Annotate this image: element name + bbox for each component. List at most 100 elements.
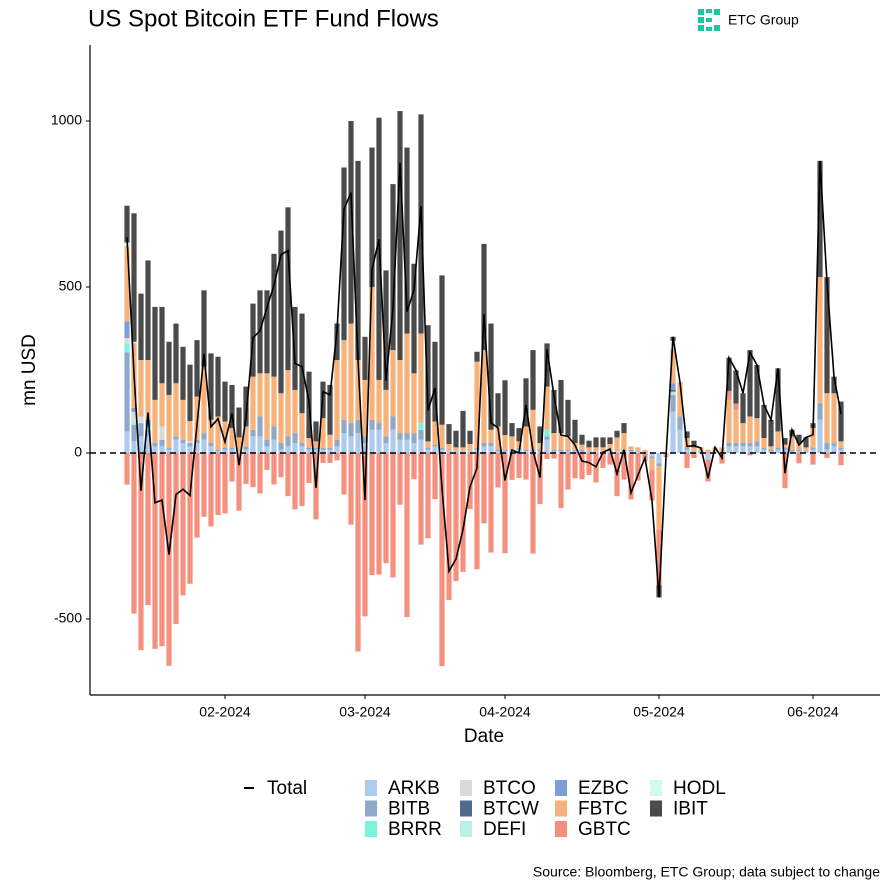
legend-label: IBIT xyxy=(673,799,708,820)
bar-segment xyxy=(264,373,269,439)
bar-segment xyxy=(740,443,745,446)
bar-segment xyxy=(215,451,220,453)
bar-segment xyxy=(327,435,332,448)
bar-segment xyxy=(635,451,640,452)
bar-segment xyxy=(229,453,234,482)
bar-segment xyxy=(124,431,129,453)
bar-segment xyxy=(152,400,157,443)
bar-segment xyxy=(523,450,528,452)
bar-segment xyxy=(278,443,283,450)
bar-segment xyxy=(796,453,801,463)
bar-segment xyxy=(656,453,661,463)
bar-segment xyxy=(411,373,416,433)
bar-segment xyxy=(691,451,696,452)
bar-segment xyxy=(397,111,402,360)
bar-segment xyxy=(285,370,290,436)
bar-segment xyxy=(285,446,290,453)
bar-segment xyxy=(740,423,745,443)
legend-label: GBTC xyxy=(578,819,631,840)
bar-segment xyxy=(775,448,780,450)
bar-segment xyxy=(481,446,486,453)
bar-segment xyxy=(390,350,395,416)
x-tick-label: 02-2024 xyxy=(199,704,251,720)
bar-segment xyxy=(292,433,297,443)
legend-swatch xyxy=(365,780,377,796)
bar-segment xyxy=(348,423,353,436)
bar-segment xyxy=(404,433,409,440)
bar-segment xyxy=(579,435,584,445)
bar-segment xyxy=(250,436,255,453)
bar-segment xyxy=(327,453,332,463)
bar-segment xyxy=(229,448,234,450)
bar-segment xyxy=(733,443,738,446)
bar-segment xyxy=(131,453,136,614)
bar-segment xyxy=(313,421,318,441)
bar-segment xyxy=(250,430,255,437)
bar-segment xyxy=(180,400,185,440)
bar-segment xyxy=(264,440,269,447)
bar-segment xyxy=(341,453,346,494)
bar-segment xyxy=(397,453,402,505)
bar-segment xyxy=(271,453,276,485)
bar-segment xyxy=(222,453,227,513)
legend-label: BITB xyxy=(388,799,430,820)
bar-segment xyxy=(222,448,227,450)
bar-segment xyxy=(173,383,178,436)
bar-segment xyxy=(439,425,444,448)
bar-segment xyxy=(796,450,801,452)
bar-segment xyxy=(726,400,731,443)
bar-segment xyxy=(173,440,178,453)
y-tick-label: 0 xyxy=(74,444,82,460)
bar-segment xyxy=(383,436,388,443)
bar-segment xyxy=(327,448,332,450)
bar-segment xyxy=(775,431,780,448)
bar-segment xyxy=(558,453,563,508)
bar-segment xyxy=(187,443,192,446)
bar-segment xyxy=(600,447,605,450)
bar-segment xyxy=(369,420,374,430)
bar-segment xyxy=(642,452,647,453)
bar-segment xyxy=(194,453,199,538)
bar-segment xyxy=(432,446,437,453)
chart-title: US Spot Bitcoin ETF Fund Flows xyxy=(88,5,439,32)
bar-segment xyxy=(348,453,353,525)
bar-segment xyxy=(649,458,654,470)
bar-segment xyxy=(649,456,654,458)
bar-segment xyxy=(383,390,388,436)
bar-segment xyxy=(516,453,521,478)
bar-segment xyxy=(614,431,619,438)
bar-segment xyxy=(446,453,451,600)
bar-segment xyxy=(502,435,507,450)
bar-segment xyxy=(397,433,402,440)
bar-segment xyxy=(159,446,164,453)
bar-segment xyxy=(271,254,276,377)
bar-segment xyxy=(201,453,206,517)
bar-segment xyxy=(201,440,206,453)
bar-segment xyxy=(355,433,360,453)
bar-segment xyxy=(761,438,766,448)
legend-swatch xyxy=(650,780,662,796)
bar-segment xyxy=(467,444,472,451)
bar-segment xyxy=(551,450,556,452)
legend-label: DEFI xyxy=(483,819,526,840)
bar-segment xyxy=(684,448,689,450)
legend-swatch xyxy=(460,821,472,837)
bar-segment xyxy=(285,453,290,496)
x-tick-label: 04-2024 xyxy=(479,704,531,720)
bar-segment xyxy=(299,453,304,506)
bar-segment xyxy=(670,411,675,452)
bar-segment xyxy=(446,444,451,451)
bar-segment xyxy=(138,416,143,423)
bar-segment xyxy=(565,450,570,452)
bar-segment xyxy=(271,377,276,427)
bar-segment xyxy=(292,453,297,509)
bar-segment xyxy=(124,322,129,339)
bar-segment xyxy=(481,453,486,523)
bar-segment xyxy=(460,447,465,450)
bar-segment xyxy=(537,453,542,504)
bar-segment xyxy=(824,453,829,458)
bar-segment xyxy=(544,440,549,453)
bar-segment xyxy=(733,404,738,410)
legend-label: BTCW xyxy=(483,799,539,820)
bar-segment xyxy=(593,437,598,447)
